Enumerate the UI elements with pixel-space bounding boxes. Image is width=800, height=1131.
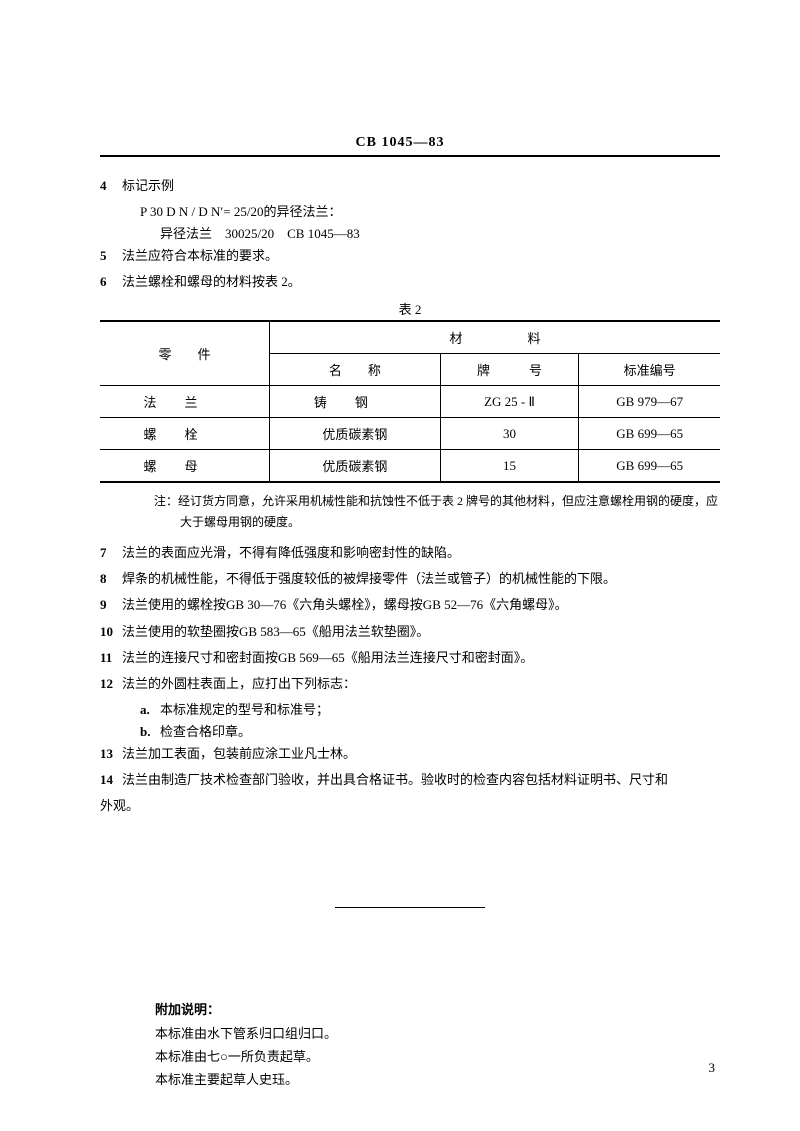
item-text: 法兰使用的软垫圈按GB 583—65《船用法兰软垫圈》。 [122, 621, 720, 643]
item-number: 7 [100, 542, 122, 564]
sub-text: 检查合格印章。 [160, 721, 251, 743]
item-number: 14 [100, 769, 122, 791]
item-number: 8 [100, 568, 122, 590]
td-name: 优质碳素钢 [270, 418, 441, 450]
item-8: 8 焊条的机械性能，不得低于强度较低的被焊接零件（法兰或管子）的机械性能的下限。 [100, 568, 720, 590]
item-13: 13 法兰加工表面，包装前应涂工业凡士林。 [100, 743, 720, 765]
td-part: 螺母 [100, 450, 270, 483]
item-4-line1: P 30 D N / D N′= 25/20的异径法兰： [100, 201, 720, 223]
td-std: GB 699—65 [579, 450, 720, 483]
item-number: 13 [100, 743, 122, 765]
item-number: 4 [100, 175, 122, 197]
item-text: 法兰应符合本标准的要求。 [122, 245, 720, 267]
item-5: 5 法兰应符合本标准的要求。 [100, 245, 720, 267]
item-9: 9 法兰使用的螺栓按GB 30—76《六角头螺栓》，螺母按GB 52—76《六角… [100, 594, 720, 616]
page-number: 3 [709, 1060, 716, 1076]
item-text: 焊条的机械性能，不得低于强度较低的被焊接零件（法兰或管子）的机械性能的下限。 [122, 568, 720, 590]
item-12a: a. 本标准规定的型号和标准号； [100, 699, 720, 721]
table-row: 螺母 优质碳素钢 15 GB 699—65 [100, 450, 720, 483]
td-grade: 15 [440, 450, 579, 483]
table-note: 注：经订货方同意，允许采用机械性能和抗蚀性不低于表 2 牌号的其他材料，但应注意… [100, 491, 720, 532]
item-4: 4 标记示例 [100, 175, 720, 197]
td-name: 铸钢 [270, 386, 441, 418]
td-name: 优质碳素钢 [270, 450, 441, 483]
page-content: 4 标记示例 P 30 D N / D N′= 25/20的异径法兰： 异径法兰… [100, 175, 720, 1092]
td-grade: ZG 25 - Ⅱ [440, 386, 579, 418]
item-text: 法兰的表面应光滑，不得有降低强度和影响密封性的缺陷。 [122, 542, 720, 564]
appendix-line: 本标准主要起草人史珏。 [155, 1068, 720, 1091]
item-number: 11 [100, 647, 122, 669]
appendix-title: 附加说明： [155, 998, 720, 1021]
appendix-block: 附加说明： 本标准由水下管系归口组归口。 本标准由七○一所负责起草。 本标准主要… [100, 998, 720, 1092]
td-part: 法兰 [100, 386, 270, 418]
item-number: 12 [100, 673, 122, 695]
item-text: 法兰的外圆柱表面上，应打出下列标志： [122, 673, 720, 695]
standard-code-header: CB 1045—83 [0, 135, 800, 151]
th-grade: 牌 号 [440, 354, 579, 386]
item-text: 法兰加工表面，包装前应涂工业凡士林。 [122, 743, 720, 765]
th-part: 零 件 [100, 321, 270, 386]
item-4-line2: 异径法兰 30025/20 CB 1045—83 [100, 223, 720, 245]
section-separator [335, 907, 485, 908]
td-grade: 30 [440, 418, 579, 450]
table-row: 螺栓 优质碳素钢 30 GB 699—65 [100, 418, 720, 450]
item-text: 法兰使用的螺栓按GB 30—76《六角头螺栓》，螺母按GB 52—76《六角螺母… [122, 594, 720, 616]
sub-label: b. [140, 721, 160, 743]
td-std: GB 699—65 [579, 418, 720, 450]
item-text: 法兰由制造厂技术检查部门验收，并出具合格证书。验收时的检查内容包括材料证明书、尺… [122, 769, 720, 791]
item-text: 法兰的连接尺寸和密封面按GB 569—65《船用法兰连接尺寸和密封面》。 [122, 647, 720, 669]
item-7: 7 法兰的表面应光滑，不得有降低强度和影响密封性的缺陷。 [100, 542, 720, 564]
appendix-line: 本标准由水下管系归口组归口。 [155, 1022, 720, 1045]
item-10: 10 法兰使用的软垫圈按GB 583—65《船用法兰软垫圈》。 [100, 621, 720, 643]
item-14: 14 法兰由制造厂技术检查部门验收，并出具合格证书。验收时的检查内容包括材料证明… [100, 769, 720, 791]
appendix-line: 本标准由七○一所负责起草。 [155, 1045, 720, 1068]
item-12b: b. 检查合格印章。 [100, 721, 720, 743]
td-part: 螺栓 [100, 418, 270, 450]
item-14-continuation: 外观。 [100, 795, 720, 817]
th-material: 材 料 [270, 321, 720, 354]
table-caption: 表 2 [100, 299, 720, 318]
table-row: 法兰 铸钢 ZG 25 - Ⅱ GB 979—67 [100, 386, 720, 418]
item-11: 11 法兰的连接尺寸和密封面按GB 569—65《船用法兰连接尺寸和密封面》。 [100, 647, 720, 669]
item-12: 12 法兰的外圆柱表面上，应打出下列标志： [100, 673, 720, 695]
item-text: 法兰螺栓和螺母的材料按表 2。 [122, 271, 720, 293]
material-table: 零 件 材 料 名 称 牌 号 标准编号 法兰 铸钢 ZG 25 - Ⅱ GB … [100, 320, 720, 483]
item-number: 5 [100, 245, 122, 267]
item-number: 6 [100, 271, 122, 293]
th-std: 标准编号 [579, 354, 720, 386]
table-header-row-1: 零 件 材 料 [100, 321, 720, 354]
header-rule [100, 155, 720, 157]
item-text: 标记示例 [122, 175, 720, 197]
td-std: GB 979—67 [579, 386, 720, 418]
sub-text: 本标准规定的型号和标准号； [160, 699, 329, 721]
sub-label: a. [140, 699, 160, 721]
th-name: 名 称 [270, 354, 441, 386]
item-number: 9 [100, 594, 122, 616]
item-number: 10 [100, 621, 122, 643]
item-6: 6 法兰螺栓和螺母的材料按表 2。 [100, 271, 720, 293]
